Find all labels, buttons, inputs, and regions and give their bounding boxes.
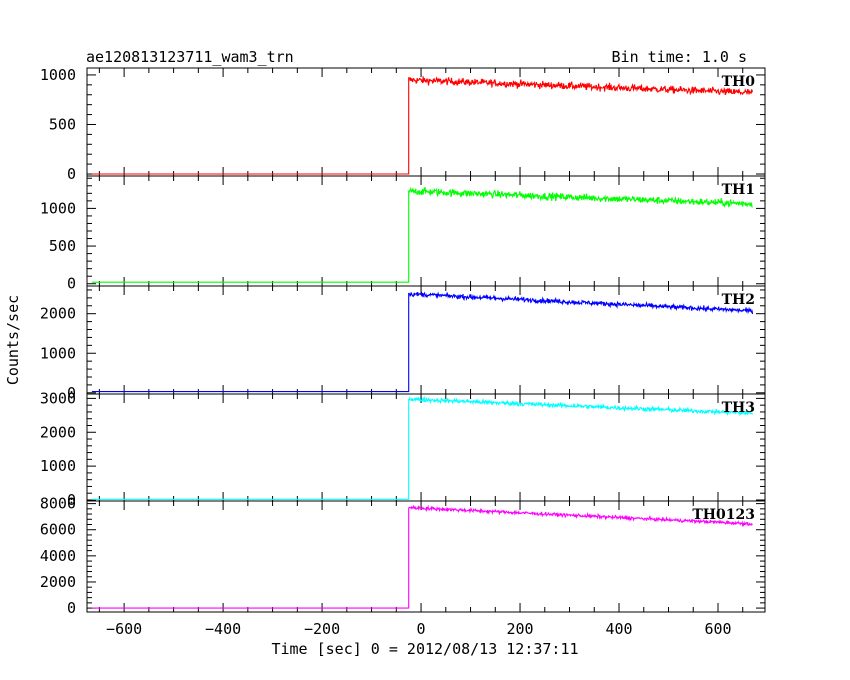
series-line-th3 [91,395,754,500]
y-tick-label-th2: 1000 [40,344,76,362]
y-tick-label-th3: 3000 [40,389,76,407]
y-tick-label-th0: 500 [49,115,76,133]
chart-title: ae120813123711_wam3_trn [86,48,294,66]
series-line-th0 [91,76,754,175]
y-axis-title: Counts/sec [4,295,22,385]
series-line-th1 [91,186,753,283]
y-tick-label-th0123: 2000 [40,573,76,591]
panel-label-th0: TH0 [722,74,756,90]
x-tick-label: 400 [605,620,632,638]
panel-label-th2: TH2 [722,292,755,308]
x-axis-title: Time [sec] 0 = 2012/08/13 12:37:11 [271,640,578,658]
panel-label-th0123: TH0123 [692,507,755,523]
x-tick-label: 200 [506,620,533,638]
panel-label-th3: TH3 [722,400,755,416]
series-line-th2 [91,291,754,393]
y-tick-label-th2: 0 [67,384,76,402]
x-tick-label: −400 [205,620,241,638]
y-tick-label-th3: 0 [67,491,76,509]
x-tick-label: 600 [704,620,731,638]
y-tick-label-th1: 0 [67,275,76,293]
y-tick-label-th1: 500 [49,237,76,255]
y-tick-label-th2: 2000 [40,305,76,323]
y-tick-label-th0: 0 [67,165,76,183]
x-tick-label: −200 [304,620,340,638]
y-tick-label-th0123: 4000 [40,547,76,565]
y-tick-label-th1: 1000 [40,199,76,217]
panel-frame-th0123 [86,500,766,613]
y-tick-label-th0123: 8000 [40,495,76,513]
y-tick-label-th0123: 0 [67,599,76,617]
y-tick-label-th3: 2000 [40,423,76,441]
y-tick-label-th0123: 6000 [40,521,76,539]
x-tick-label: −600 [106,620,142,638]
panel-frame-th0 [86,67,766,177]
y-tick-label-th3: 1000 [40,457,76,475]
series-line-th0123 [91,504,753,609]
x-tick-label: 0 [417,620,426,638]
bin-time-label: Bin time: 1.0 s [612,48,747,66]
panel-label-th1: TH1 [722,182,755,198]
y-tick-label-th0: 1000 [40,66,76,84]
panel-frame-th2 [86,285,766,395]
